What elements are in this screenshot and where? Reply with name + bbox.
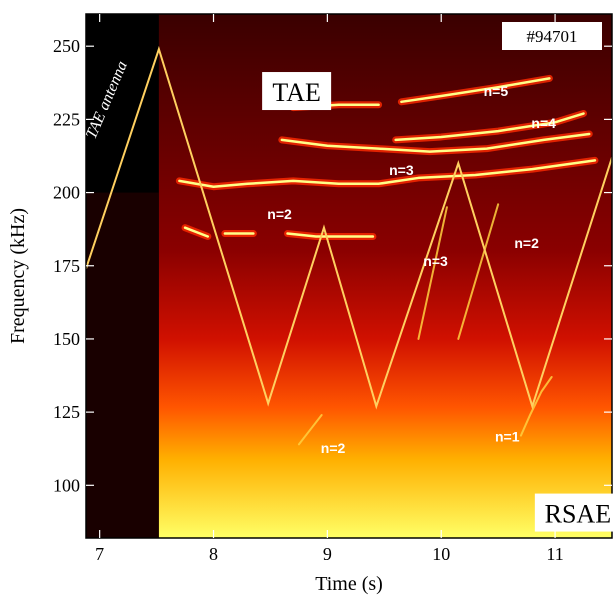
x-tick-label: 7 [95, 544, 104, 564]
y-tick-label: 100 [53, 475, 80, 495]
spectrogram-area [86, 14, 612, 538]
shot-number-bg [502, 22, 602, 50]
x-tick-label: 9 [323, 544, 332, 564]
y-tick-label: 225 [53, 109, 80, 129]
antenna-sweep [86, 45, 612, 410]
mode-traces [175, 74, 599, 446]
y-tick-label: 175 [53, 256, 80, 276]
mode-trace-glow [297, 414, 323, 446]
mode-number-label: n=3 [389, 162, 414, 178]
mode-number-label: n=3 [423, 253, 448, 269]
mode-trace [400, 77, 551, 104]
y-axis: 100 125 150 175 200 225 250 [53, 36, 612, 495]
shot-number-box: #94701 [502, 22, 602, 50]
y-tick-label: 125 [53, 402, 80, 422]
signal-region [158, 14, 612, 538]
shot-number: #94701 [527, 27, 578, 46]
mode-trace [280, 132, 591, 153]
mode-number-label: n=1 [495, 428, 520, 444]
antenna-sweep-line [86, 45, 612, 410]
plot-frame [85, 13, 613, 539]
mode-number-label: n=2 [321, 440, 346, 456]
boxed-label-text: RSAE [545, 500, 611, 529]
y-axis-title: Frequency (kHz) [7, 208, 29, 344]
boxed-label: TAE [262, 72, 332, 111]
mode-trace [286, 232, 375, 238]
mode-number-label: n=2 [514, 235, 539, 251]
boxed-label: RSAE [534, 493, 613, 532]
x-tick-label: 8 [209, 544, 218, 564]
y-tick-label: 200 [53, 183, 80, 203]
mode-trace-glow [519, 375, 553, 437]
early-weak-region [86, 192, 159, 538]
boxed-label-bg [534, 493, 613, 532]
mode-trace [178, 159, 597, 188]
mode-trace [183, 226, 210, 238]
mode-trace-glow [417, 206, 448, 340]
x-axis: 7 8 9 10 11 [95, 14, 564, 564]
y-tick-label: 150 [53, 329, 80, 349]
mode-trace [394, 112, 585, 142]
mode-number-label: n=5 [484, 83, 509, 99]
x-tick-label: 11 [546, 544, 563, 564]
y-tick-label: 250 [53, 36, 80, 56]
mode-number-label: n=4 [531, 115, 556, 131]
boxed-label-text: TAE [272, 78, 320, 107]
boxed-label-bg [262, 72, 332, 111]
mode-number-label: n=2 [267, 206, 292, 222]
x-tick-label: 10 [432, 544, 450, 564]
mode-trace-glow [457, 203, 500, 340]
x-axis-title: Time (s) [315, 573, 383, 595]
